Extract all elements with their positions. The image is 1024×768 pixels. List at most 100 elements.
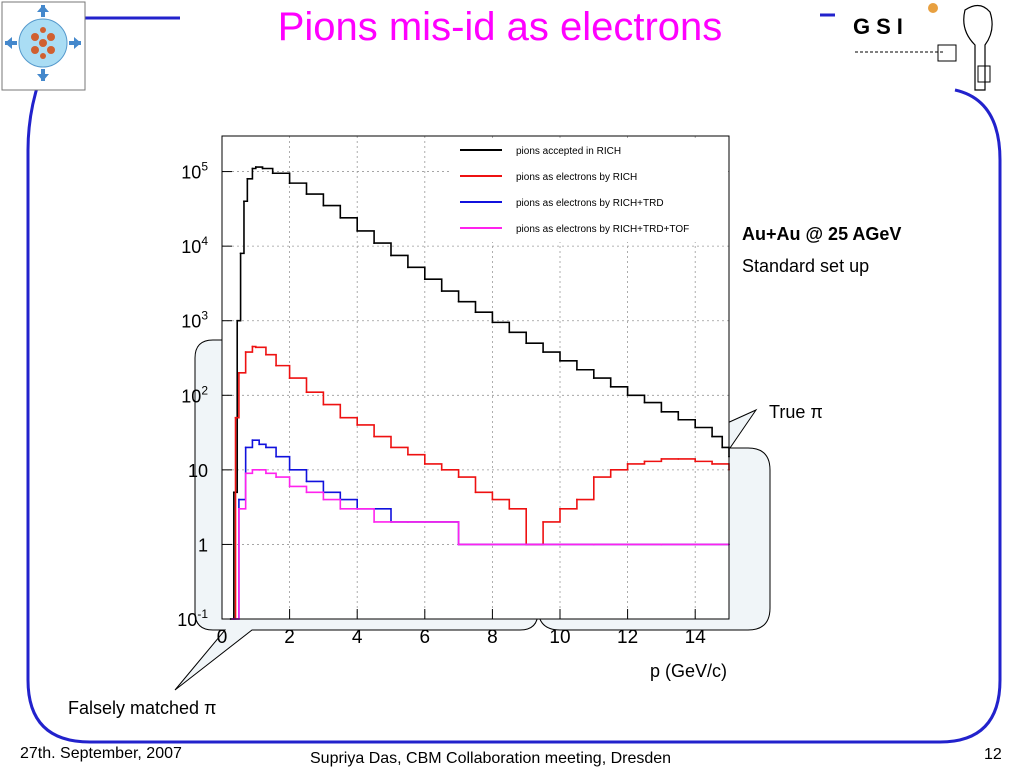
x-tick-label: 10 bbox=[549, 627, 570, 648]
series-1-point bbox=[694, 426, 697, 429]
x-tick-label: 6 bbox=[420, 627, 431, 648]
series-2-point bbox=[339, 416, 342, 419]
series-1-point bbox=[626, 394, 629, 397]
svg-text:GSI: GSI bbox=[853, 14, 909, 39]
series-1-point bbox=[390, 254, 392, 257]
series-2-point bbox=[234, 416, 237, 419]
series-2-point bbox=[238, 371, 240, 374]
series-1-point bbox=[243, 200, 245, 203]
series-3-point bbox=[244, 446, 247, 449]
cbm-logo bbox=[1, 1, 86, 91]
series-4-point bbox=[265, 472, 267, 475]
series-2-point bbox=[626, 463, 629, 465]
series-4-point bbox=[423, 521, 426, 523]
legend-entry: pions accepted in RICH bbox=[516, 146, 621, 157]
series-1-point bbox=[711, 435, 713, 438]
series-4-point bbox=[238, 507, 240, 510]
series-4-point bbox=[339, 507, 342, 510]
series-1-point bbox=[271, 172, 274, 175]
series-1-point bbox=[246, 177, 249, 180]
series-1-point bbox=[322, 204, 325, 207]
series-2-point bbox=[457, 476, 460, 478]
y-tick-label: 105 bbox=[181, 160, 208, 183]
series-1-point bbox=[423, 278, 426, 281]
series-2-point bbox=[576, 498, 578, 501]
series-2-point bbox=[542, 521, 544, 523]
series-4-point bbox=[356, 507, 359, 510]
series-2-point bbox=[694, 460, 697, 463]
series-4-point bbox=[592, 543, 595, 546]
series-line-2 bbox=[232, 345, 730, 620]
series-4-point bbox=[559, 543, 561, 546]
series-1-point bbox=[251, 167, 254, 170]
series-1-point bbox=[305, 193, 308, 195]
series-2-point bbox=[288, 377, 291, 380]
series-1-point bbox=[440, 290, 443, 292]
x-axis-label: p (GeV/c) bbox=[650, 661, 727, 681]
series-4-point bbox=[244, 472, 247, 475]
series-1-point bbox=[339, 216, 342, 219]
slide-border bbox=[26, 13, 1002, 744]
series-4-point bbox=[660, 543, 663, 546]
series-2-point bbox=[265, 353, 267, 356]
series-1-point bbox=[592, 377, 595, 380]
x-tick-label: 14 bbox=[685, 627, 707, 648]
series-1-point bbox=[508, 331, 511, 334]
series-1-point bbox=[677, 418, 680, 421]
series-2-point bbox=[559, 507, 561, 510]
x-tick-label: 12 bbox=[617, 627, 638, 648]
series-2-point bbox=[508, 507, 511, 510]
series-1-point bbox=[261, 167, 264, 170]
series-2-point bbox=[643, 460, 646, 463]
series-1-point bbox=[407, 266, 409, 269]
series-2-point bbox=[251, 345, 254, 348]
legend-box bbox=[452, 138, 728, 242]
series-4-point bbox=[694, 543, 697, 546]
series-1-point bbox=[373, 242, 375, 244]
series-1-point bbox=[660, 410, 663, 413]
gsi-logo: GSI bbox=[853, 3, 993, 91]
falsely-matched-label: Falsely matched π bbox=[68, 698, 217, 718]
series-4-point bbox=[305, 491, 308, 494]
series-1-point bbox=[236, 319, 239, 322]
series-4-point bbox=[407, 521, 409, 523]
series-4-point bbox=[626, 543, 629, 546]
x-tick-label: 8 bbox=[487, 627, 498, 648]
series-2-point bbox=[390, 446, 392, 449]
setup-label: Standard set up bbox=[742, 256, 870, 276]
series-1-point bbox=[576, 368, 578, 371]
series-1-point bbox=[491, 321, 494, 324]
x-tick-label: 2 bbox=[284, 627, 295, 648]
footer-page-number: 12 bbox=[984, 746, 1002, 763]
x-tick-label: 4 bbox=[352, 627, 363, 648]
series-2-point bbox=[322, 403, 325, 406]
legend-entry: pions as electrons by RICH+TRD+TOF bbox=[516, 224, 689, 235]
y-tick-label: 104 bbox=[181, 234, 208, 257]
y-tick-label: 10 bbox=[188, 461, 208, 481]
series-2-point bbox=[660, 458, 663, 460]
series-2-point bbox=[474, 491, 477, 494]
series-2-point bbox=[407, 453, 409, 456]
footer-date: 27th. September, 2007 bbox=[20, 745, 182, 762]
series-2-point bbox=[609, 468, 612, 471]
series-1-point bbox=[542, 351, 544, 353]
series-1-point bbox=[239, 252, 242, 255]
series-1-point bbox=[288, 182, 291, 185]
series-2-point bbox=[275, 364, 277, 367]
series-2-point bbox=[423, 463, 426, 465]
plot-frame bbox=[221, 135, 730, 620]
series-2-point bbox=[373, 435, 375, 438]
series-1-point bbox=[609, 385, 612, 388]
series-3-point bbox=[258, 443, 261, 446]
legend-entry: pions as electrons by RICH bbox=[516, 172, 637, 183]
series-4-point bbox=[251, 468, 254, 471]
series-3-point bbox=[251, 439, 254, 442]
series-2-point bbox=[244, 351, 247, 353]
y-tick-label: 103 bbox=[181, 309, 208, 332]
series-1-point bbox=[254, 166, 257, 168]
series-4-point bbox=[390, 521, 392, 523]
x-tick-label: 0 bbox=[217, 627, 228, 648]
true-pion-label: True π bbox=[769, 402, 823, 422]
series-1-point bbox=[721, 446, 724, 449]
